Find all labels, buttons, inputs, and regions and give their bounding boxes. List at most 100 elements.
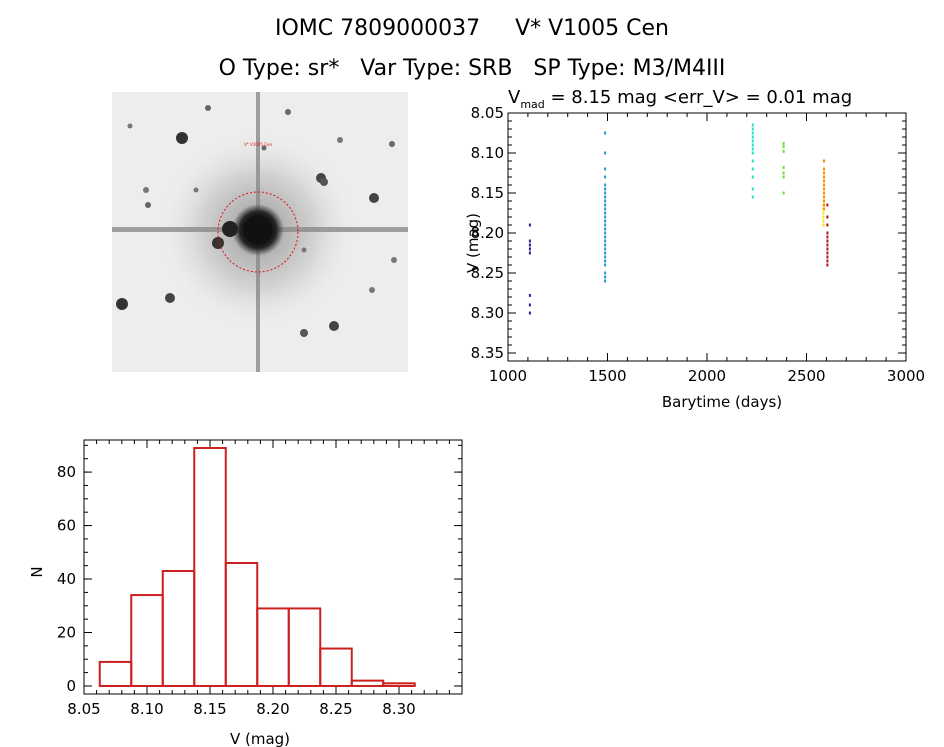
data-point [604, 271, 607, 275]
data-point [826, 223, 829, 227]
light-curve-frame [507, 112, 907, 362]
data-point [826, 231, 829, 235]
field-star [176, 132, 188, 144]
histogram-x-label: V (mag) [230, 730, 290, 747]
data-point [604, 227, 607, 231]
data-point [826, 203, 829, 207]
data-point [604, 195, 607, 199]
sky-image: V* V1005 Cen [112, 92, 408, 372]
data-point [823, 179, 826, 183]
data-point [826, 263, 829, 267]
data-point [823, 171, 826, 175]
histogram-y-label: N [28, 566, 46, 577]
data-point [782, 145, 785, 149]
light-curve-axes: 1000 1500 2000 2500 3000 8.05 8.10 8.15 8.20 8.25… [471, 104, 926, 385]
data-point [823, 199, 826, 203]
data-point [604, 223, 607, 227]
field-star [320, 178, 328, 186]
y-tick-label: 20 [57, 624, 76, 642]
histogram-frame [83, 439, 463, 695]
data-point [826, 215, 829, 219]
field-star [369, 287, 375, 293]
data-point [604, 279, 607, 283]
x-tick-label: 8.25 [319, 700, 352, 718]
field-star [143, 187, 149, 193]
data-point [751, 151, 754, 155]
data-point [823, 191, 826, 195]
data-point [604, 219, 607, 223]
data-point [604, 239, 607, 243]
y-tick-label: 8.20 [471, 224, 504, 242]
y-tick-label: 8.25 [471, 264, 504, 282]
data-point [782, 175, 785, 179]
data-point [528, 243, 531, 247]
data-point [604, 235, 607, 239]
data-point [822, 219, 825, 223]
data-point [751, 139, 754, 143]
histogram-bar [319, 647, 353, 687]
data-point [604, 183, 607, 187]
y-tick-label: 80 [57, 463, 76, 481]
x-tick-label: 1500 [588, 367, 626, 385]
data-point [826, 239, 829, 243]
field-star [205, 105, 211, 111]
data-point [751, 175, 754, 179]
data-point [823, 187, 826, 191]
histogram-bar [256, 607, 290, 687]
x-tick-label: 8.30 [382, 700, 415, 718]
field-star [301, 247, 307, 253]
data-point [823, 175, 826, 179]
field-star [329, 321, 339, 331]
field-star [337, 137, 343, 143]
field-star [193, 187, 199, 193]
field-star [165, 293, 175, 303]
x-tick-label: 8.15 [193, 700, 226, 718]
data-point [782, 141, 785, 145]
y-tick-label: 40 [57, 570, 76, 588]
data-point [604, 251, 607, 255]
histogram-bar [98, 660, 133, 687]
data-point [826, 251, 829, 255]
data-point [826, 259, 829, 263]
data-point [826, 243, 829, 247]
histogram-bar [130, 594, 164, 687]
y-tick-label: 8.30 [471, 304, 504, 322]
y-tick-label: 0 [66, 677, 76, 695]
data-point [604, 207, 607, 211]
data-point [604, 231, 607, 235]
data-point [604, 243, 607, 247]
data-point [782, 165, 785, 169]
histogram-bar [382, 682, 416, 687]
data-point [604, 263, 607, 267]
data-point [751, 143, 754, 147]
histogram-bar [193, 447, 227, 687]
data-point [782, 149, 785, 153]
field-star [222, 221, 238, 237]
data-point [782, 171, 785, 175]
chart-title-line2: O Type: sr* Var Type: SRB SP Type: M3/M4… [218, 56, 726, 81]
data-point [528, 247, 531, 251]
data-point [604, 187, 607, 191]
data-point [604, 259, 607, 263]
data-point [751, 127, 754, 131]
data-point [826, 255, 829, 259]
data-point [826, 235, 829, 239]
data-point [604, 191, 607, 195]
data-point [528, 311, 531, 315]
x-tick-label: 8.20 [256, 700, 289, 718]
light-curve-points [528, 123, 829, 315]
data-point [751, 167, 754, 171]
data-point [751, 187, 754, 191]
field-star [116, 298, 128, 310]
light-curve-chart: Vmad = 8.15 mag <err_V> = 0.01 mag 1000 1… [464, 87, 926, 411]
field-star [391, 257, 397, 263]
data-point [823, 203, 826, 207]
data-point [823, 183, 826, 187]
field-star [145, 202, 151, 208]
data-point [822, 223, 825, 227]
data-point [751, 159, 754, 163]
data-point [822, 215, 825, 219]
y-tick-label: 8.05 [471, 104, 504, 122]
y-tick-label: 60 [57, 517, 76, 535]
data-point [528, 239, 531, 243]
